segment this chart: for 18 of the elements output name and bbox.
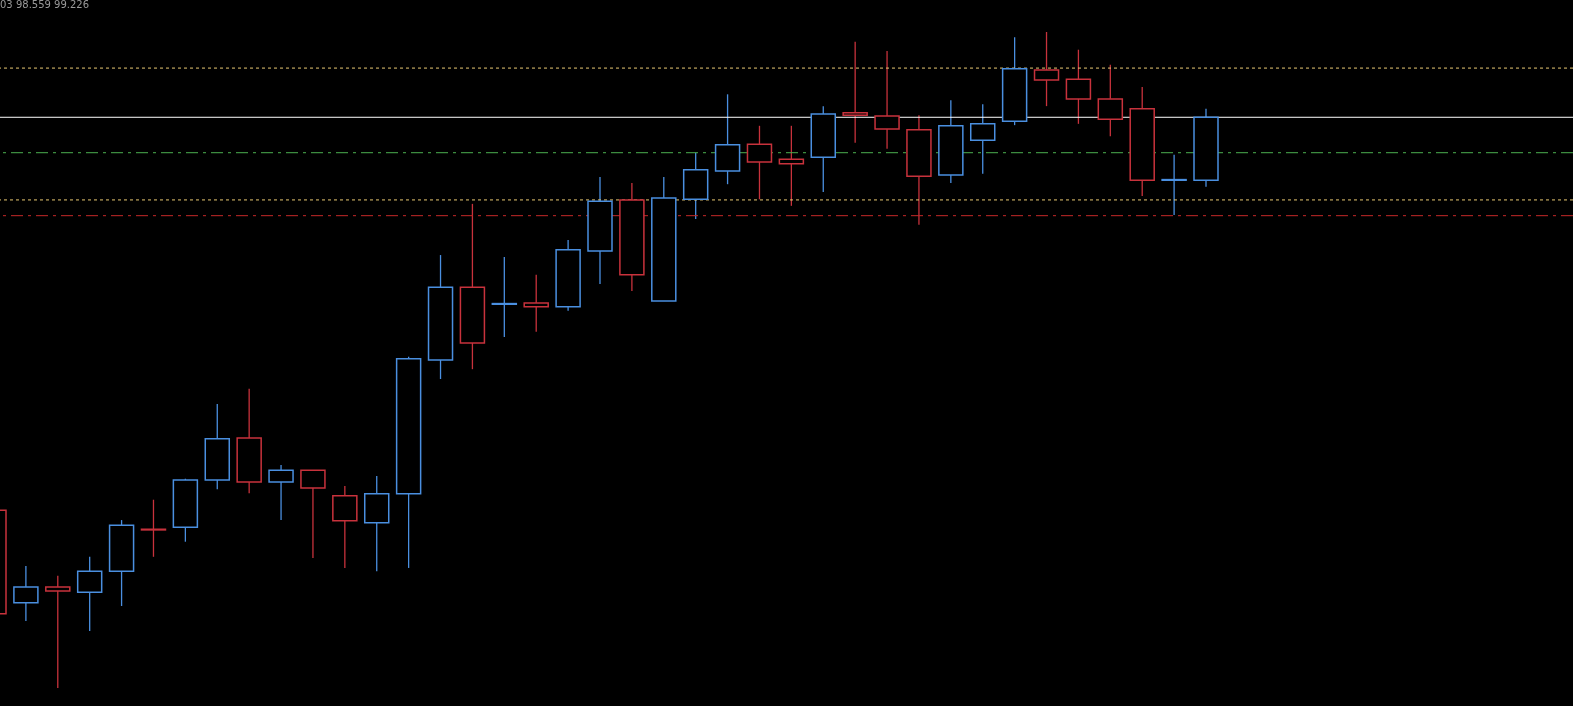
candlestick xyxy=(45,575,71,689)
candlestick xyxy=(778,125,805,207)
text: 03 98.559 99.226 xyxy=(0,0,90,10)
candlestick xyxy=(1065,49,1092,125)
candlestick xyxy=(1097,64,1124,137)
candlestick xyxy=(491,256,518,338)
candlestick xyxy=(268,464,294,521)
candlestick xyxy=(140,499,167,558)
candlestick xyxy=(76,556,103,632)
candlestick xyxy=(300,469,326,559)
candlestick xyxy=(874,50,900,150)
candlestick xyxy=(746,125,773,200)
candlestick xyxy=(969,103,996,175)
candlestick xyxy=(523,274,549,333)
candlestick xyxy=(842,41,868,144)
candlestick xyxy=(1161,154,1187,216)
candlestick xyxy=(13,565,39,622)
candlestick xyxy=(1033,31,1060,107)
